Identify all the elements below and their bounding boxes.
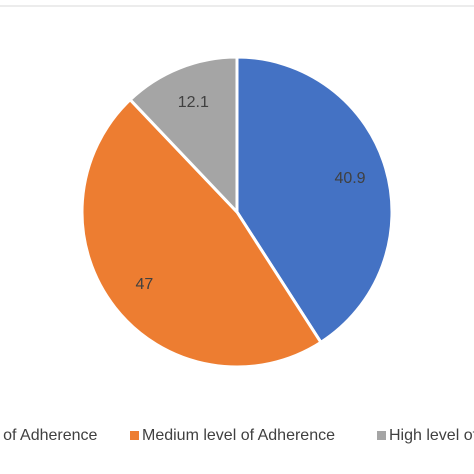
chart-frame [0, 5, 474, 7]
legend-label: Medium level of Adherence [142, 427, 335, 444]
legend-swatch [130, 431, 139, 440]
legend-swatch [377, 431, 386, 440]
pie-slice [80, 97, 323, 369]
legend-label: High level of Adherence [389, 427, 474, 444]
data-label: 12.1 [178, 94, 209, 111]
data-label: 47 [135, 276, 153, 293]
pie-slice [128, 55, 239, 216]
data-label: 40.9 [334, 170, 365, 187]
legend-label: Low level of Adherence [0, 427, 98, 444]
